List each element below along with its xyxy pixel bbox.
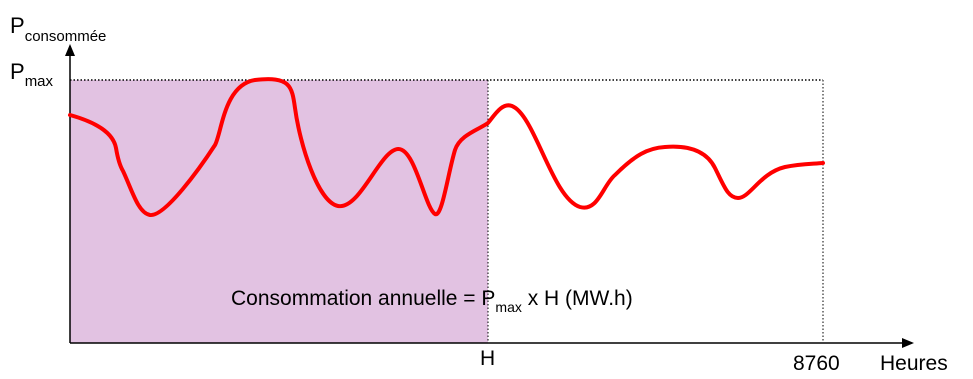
y-axis-label: Pconsommée <box>10 13 106 45</box>
consumption-curve <box>68 77 825 217</box>
formula-subscript: max <box>495 299 521 315</box>
end-tick-label: 8760 <box>793 352 840 374</box>
formula-after: x H (MW.h) <box>522 287 633 310</box>
annual-consumption-formula: Consommation annuelle = Pmax x H (MW.h) <box>231 287 633 315</box>
pmax-symbol: P <box>10 59 25 84</box>
energy-rectangle <box>70 80 488 343</box>
pmax-subscript: max <box>25 73 54 90</box>
pmax-label: Pmax <box>10 59 54 90</box>
x-axis-unit-label: Heures <box>880 352 948 374</box>
h-tick-label: H <box>480 347 495 370</box>
y-axis-subscript: consommée <box>25 28 107 45</box>
formula-before: Consommation annuelle = P <box>231 287 495 310</box>
y-axis-symbol: P <box>10 13 25 38</box>
